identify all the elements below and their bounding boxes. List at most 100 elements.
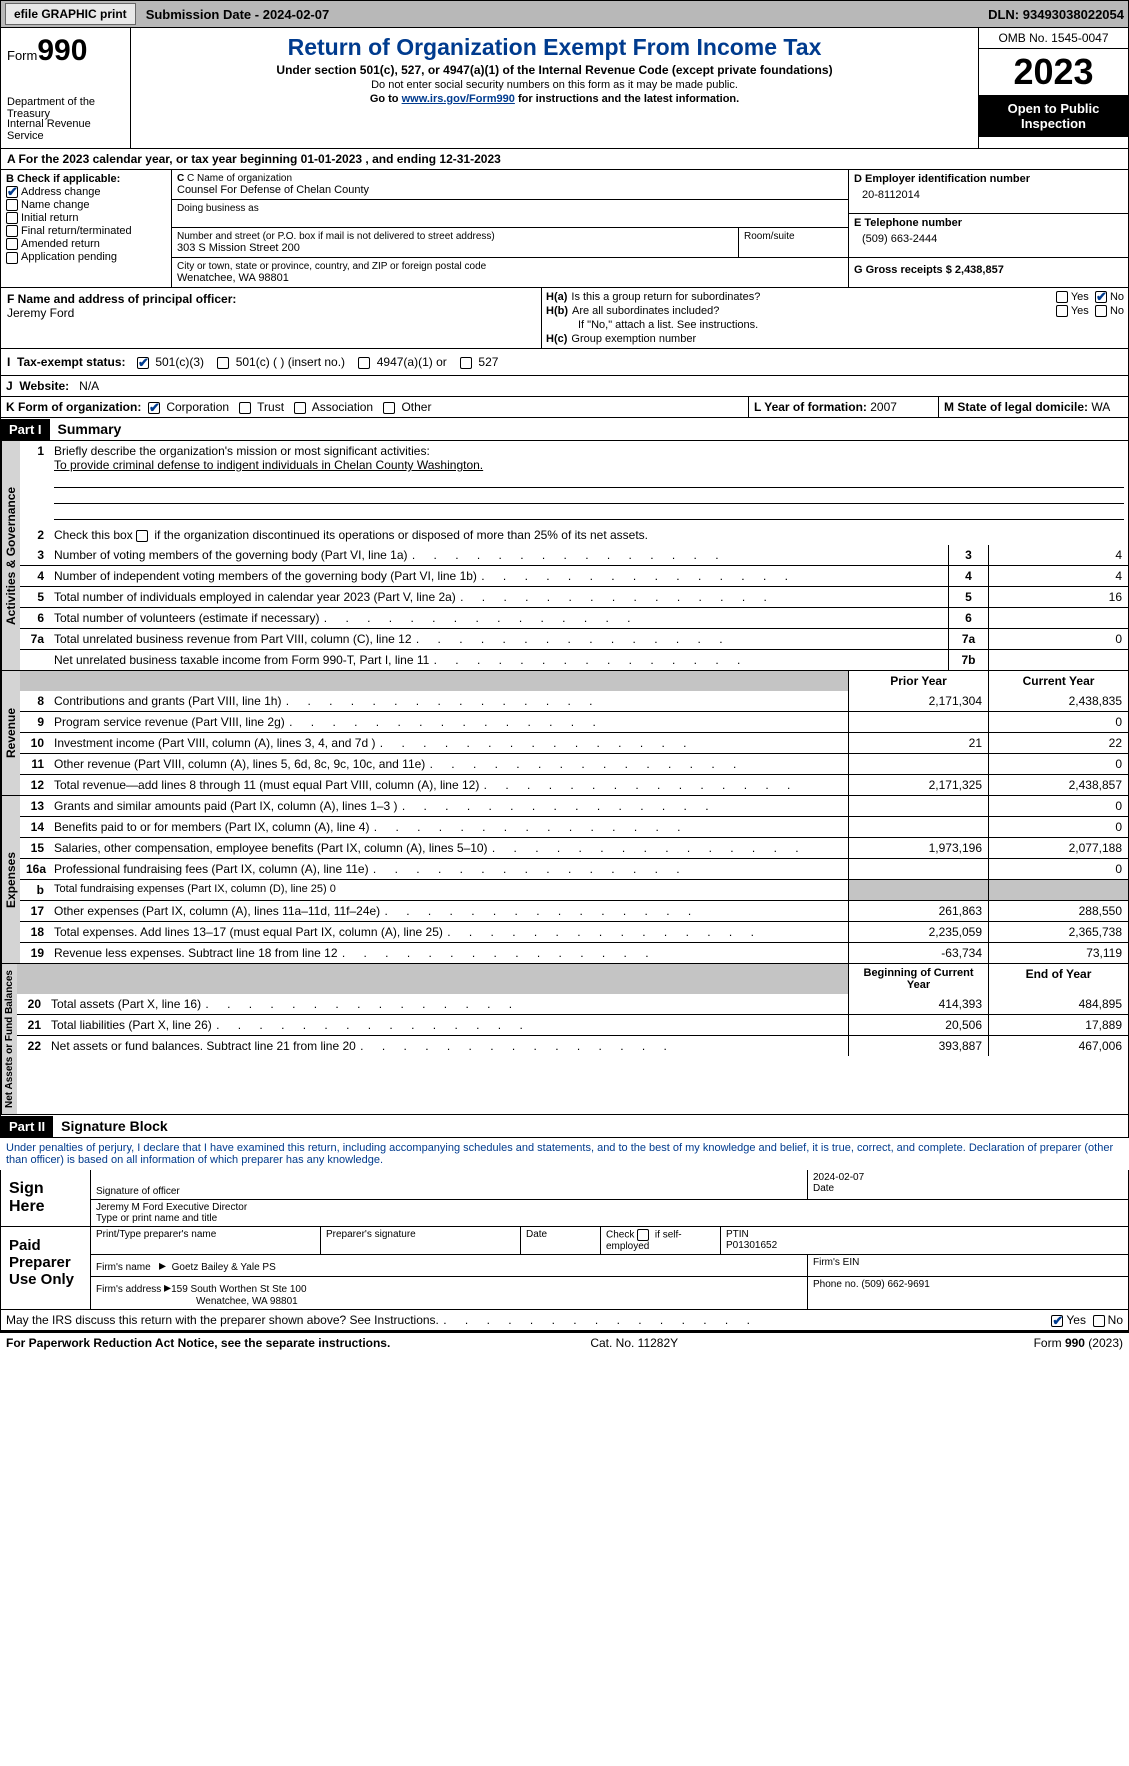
discontinued-checkbox[interactable]: [136, 530, 148, 542]
line-15-prior: 1,973,196: [848, 838, 988, 858]
line-12: Total revenue—add lines 8 through 11 (mu…: [50, 775, 848, 795]
line-7b: Net unrelated business taxable income fr…: [50, 650, 948, 670]
dln: DLN: 93493038022054: [988, 7, 1124, 22]
line-21-prior: 20,506: [848, 1015, 988, 1035]
phone-label: E Telephone number: [854, 217, 1123, 229]
officer-sign-name: Jeremy M Ford Executive Director: [96, 1202, 1123, 1213]
line-19-prior: -63,734: [848, 943, 988, 963]
form-of-org: K Form of organization: Corporation Trus…: [1, 397, 748, 417]
line-13: Grants and similar amounts paid (Part IX…: [50, 796, 848, 816]
line-3-value: 4: [988, 545, 1128, 565]
line-17-prior: 261,863: [848, 901, 988, 921]
line-3: Number of voting members of the governin…: [50, 545, 948, 565]
sign-here-block: Sign Here Signature of officer 2024-02-0…: [0, 1170, 1129, 1227]
line-17: Other expenses (Part IX, column (A), lin…: [50, 901, 848, 921]
line-18: Total expenses. Add lines 13–17 (must eq…: [50, 922, 848, 942]
discuss-yes-checkbox[interactable]: [1051, 1315, 1063, 1327]
k-opt-1[interactable]: [239, 402, 251, 414]
b-check-5[interactable]: [6, 252, 18, 264]
firm-address: 159 South Worthen St Ste 100: [171, 1284, 306, 1295]
efile-print-button[interactable]: efile GRAPHIC print: [5, 3, 136, 25]
line-19-current: 73,119: [988, 943, 1128, 963]
activities-governance-label: Activities & Governance: [1, 441, 20, 670]
part-2-header: Part IISignature Block: [0, 1115, 1129, 1138]
line-22: Net assets or fund balances. Subtract li…: [47, 1036, 848, 1056]
i-opt-0[interactable]: [137, 357, 149, 369]
ssn-note: Do not enter social security numbers on …: [137, 79, 972, 91]
section-b-header: B Check if applicable:: [6, 173, 120, 185]
line-12-prior: 2,171,325: [848, 775, 988, 795]
firm-phone: (509) 662-9691: [861, 1279, 929, 1290]
gross-receipts: G Gross receipts $ 2,438,857: [854, 264, 1004, 276]
mission-text: To provide criminal defense to indigent …: [54, 458, 483, 472]
line-20-prior: 414,393: [848, 994, 988, 1014]
hb-no-checkbox[interactable]: [1095, 305, 1107, 317]
officer-label: F Name and address of principal officer:: [7, 292, 535, 306]
discuss-row: May the IRS discuss this return with the…: [0, 1310, 1129, 1331]
line-8-current: 2,438,835: [988, 691, 1128, 711]
line-4-value: 4: [988, 566, 1128, 586]
omb-number: OMB No. 1545-0047: [979, 28, 1128, 49]
hb-yes-checkbox[interactable]: [1056, 305, 1068, 317]
line-8-prior: 2,171,304: [848, 691, 988, 711]
k-opt-0[interactable]: [148, 402, 160, 414]
b-check-1[interactable]: [6, 199, 18, 211]
line-17-current: 288,550: [988, 901, 1128, 921]
city-label: City or town, state or province, country…: [177, 261, 843, 272]
tax-year: 2023: [979, 49, 1128, 95]
line-11: Other revenue (Part VIII, column (A), li…: [50, 754, 848, 774]
b-check-4[interactable]: [6, 238, 18, 250]
line-12-current: 2,438,857: [988, 775, 1128, 795]
phone-value: (509) 663-2444: [854, 229, 1123, 249]
line-22-current: 467,006: [988, 1036, 1128, 1056]
line-9-prior: [848, 712, 988, 732]
line-14: Benefits paid to or for members (Part IX…: [50, 817, 848, 837]
line-b-prior: [848, 880, 988, 900]
begin-year-header: Beginning of Current Year: [848, 964, 988, 994]
dba-label: Doing business as: [177, 203, 843, 214]
prior-year-header: Prior Year: [848, 671, 988, 691]
line-21: Total liabilities (Part X, line 26): [47, 1015, 848, 1035]
room-label: Room/suite: [744, 231, 843, 242]
year-formation: L Year of formation: 2007: [748, 397, 938, 417]
ha-yes-checkbox[interactable]: [1056, 291, 1068, 303]
line-7a: Total unrelated business revenue from Pa…: [50, 629, 948, 649]
self-employed-checkbox[interactable]: [637, 1229, 649, 1241]
discuss-no-checkbox[interactable]: [1093, 1315, 1105, 1327]
part-1-header: Part ISummary: [0, 418, 1129, 441]
k-opt-3[interactable]: [383, 402, 395, 414]
address: 303 S Mission Street 200: [177, 242, 733, 254]
i-opt-2[interactable]: [358, 357, 370, 369]
address-label: Number and street (or P.O. box if mail i…: [177, 231, 733, 242]
line-6-value: [988, 608, 1128, 628]
instructions-link-line: Go to www.irs.gov/Form990 for instructio…: [137, 93, 972, 105]
line-11-current: 0: [988, 754, 1128, 774]
end-year-header: End of Year: [988, 964, 1128, 994]
k-opt-2[interactable]: [294, 402, 306, 414]
i-opt-1[interactable]: [217, 357, 229, 369]
line-5-value: 16: [988, 587, 1128, 607]
line-10-prior: 21: [848, 733, 988, 753]
line-9: Program service revenue (Part VIII, line…: [50, 712, 848, 732]
officer-name: Jeremy Ford: [7, 306, 535, 320]
current-year-header: Current Year: [988, 671, 1128, 691]
ein-value: 20-8112014: [854, 185, 1123, 205]
line-20: Total assets (Part X, line 16): [47, 994, 848, 1014]
line-b-current: [988, 880, 1128, 900]
line-15-current: 2,077,188: [988, 838, 1128, 858]
line-10-current: 22: [988, 733, 1128, 753]
line-5: Total number of individuals employed in …: [50, 587, 948, 607]
b-check-0[interactable]: [6, 186, 18, 198]
line-11-prior: [848, 754, 988, 774]
line-2: Check this box if the organization disco…: [50, 525, 1128, 545]
b-check-2[interactable]: [6, 212, 18, 224]
ha-no-checkbox[interactable]: [1095, 291, 1107, 303]
expenses-label: Expenses: [1, 796, 20, 963]
i-opt-3[interactable]: [460, 357, 472, 369]
ein-label: D Employer identification number: [854, 173, 1123, 185]
line-13-prior: [848, 796, 988, 816]
line-b: Total fundraising expenses (Part IX, col…: [50, 880, 848, 900]
b-check-3[interactable]: [6, 225, 18, 237]
instructions-link[interactable]: www.irs.gov/Form990: [402, 93, 515, 105]
section-b-checkboxes: B Check if applicable: Address changeNam…: [1, 170, 171, 287]
